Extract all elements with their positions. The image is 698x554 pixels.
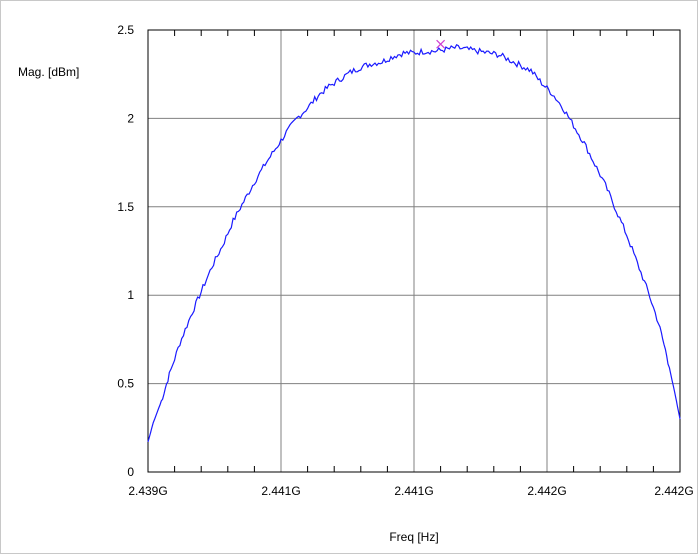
y-tick-label: 1.5 [117,200,134,214]
x-tick-labels: 2.439G 2.441G 2.441G 2.442G 2.442G [128,484,693,498]
x-tick-label: 2.439G [128,484,167,498]
x-axis-label: Freq [Hz] [389,530,438,544]
y-tick-label: 2.5 [117,23,134,37]
plot-area [147,29,681,473]
y-tick-label: 0.5 [117,377,134,391]
y-tick-label: 2 [127,111,134,125]
x-tick-label: 2.442G [527,484,566,498]
y-tick-label: 1 [127,288,134,302]
y-tick-labels: 0 0.5 1 1.5 2 2.5 [117,23,134,479]
peak-marker [436,39,446,49]
y-axis-label: Mag. [dBm] [18,65,79,79]
grid [148,30,680,472]
marker-stroke [436,39,446,49]
y-tick-label: 0 [127,465,134,479]
series-line [147,44,681,443]
minor-ticks [174,30,654,472]
x-tick-label: 2.441G [394,484,433,498]
x-tick-label: 2.441G [261,484,300,498]
x-tick-label: 2.442G [654,484,693,498]
